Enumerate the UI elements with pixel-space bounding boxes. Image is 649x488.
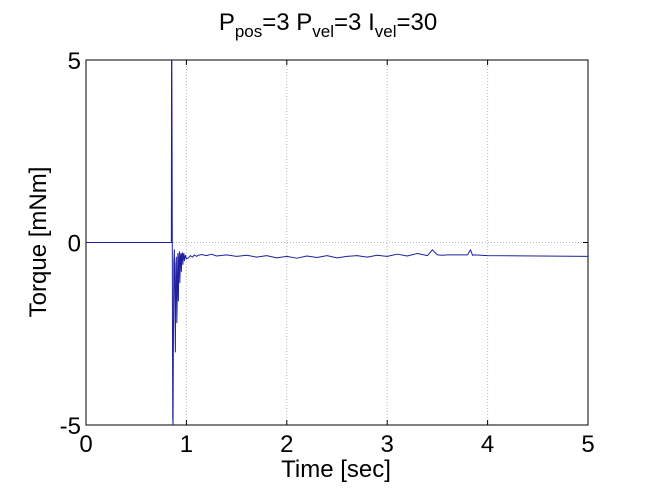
chart-title: Ppos=3 Pvel=3 Ivel=30 (219, 9, 437, 41)
title-part: pos (235, 22, 262, 41)
y-tick-label: 5 (68, 48, 81, 75)
grid (86, 60, 588, 425)
y-axis-label: Torque [mNm] (25, 167, 52, 318)
x-tick-label: 5 (581, 431, 594, 458)
x-tick-label: 3 (381, 431, 394, 458)
x-tick-label: 2 (280, 431, 293, 458)
title-part: vel (375, 22, 397, 41)
x-tick-label: 4 (481, 431, 494, 458)
title-part: =3 P (262, 9, 312, 36)
title-part: =3 I (334, 9, 375, 36)
title-part: P (219, 9, 235, 36)
x-axis-label: Time [sec] (281, 456, 391, 483)
y-tick-label: 0 (68, 231, 81, 258)
torque-series-line (86, 60, 588, 425)
title-part: =30 (396, 9, 437, 36)
ticks: 0 1 2 3 4 5-505 (60, 48, 595, 458)
title-part: vel (312, 22, 334, 41)
series-layer (86, 60, 588, 425)
x-tick-label: 0 (79, 431, 92, 458)
x-tick-label: 1 (180, 431, 193, 458)
y-tick-label: -5 (60, 413, 81, 440)
